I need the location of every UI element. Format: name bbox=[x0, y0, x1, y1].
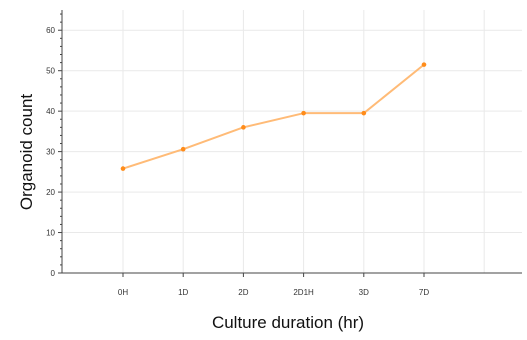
data-point bbox=[241, 125, 246, 130]
axes bbox=[61, 10, 522, 274]
x-axis-title: Culture duration (hr) bbox=[212, 313, 364, 332]
series bbox=[120, 62, 427, 171]
y-tick-label: 60 bbox=[46, 26, 55, 35]
data-point bbox=[361, 110, 367, 116]
y-tick-label: 50 bbox=[46, 67, 55, 76]
y-ticks: 0 10 20 30 40 50 60 bbox=[46, 13, 62, 278]
x-tick-label: 0H bbox=[118, 288, 128, 297]
y-tick-label: 30 bbox=[46, 148, 55, 157]
x-tick-label: 2D1H bbox=[293, 288, 314, 297]
y-tick-label: 0 bbox=[51, 269, 56, 278]
x-tick-label: 7D bbox=[419, 288, 429, 297]
y-tick-label: 20 bbox=[46, 188, 55, 197]
grid bbox=[62, 10, 522, 273]
x-ticks: 0H 1D 2D 2D1H 3D 7D bbox=[118, 273, 429, 297]
series-line bbox=[122, 63, 425, 170]
data-point bbox=[180, 146, 186, 152]
x-tick-label: 2D bbox=[238, 288, 248, 297]
x-tick-label: 3D bbox=[359, 288, 369, 297]
data-point bbox=[120, 166, 126, 171]
y-tick-label: 40 bbox=[46, 107, 55, 116]
x-tick-label: 1D bbox=[178, 288, 188, 297]
y-axis-title: Organoid count bbox=[17, 94, 36, 211]
y-tick-label: 10 bbox=[46, 229, 55, 238]
data-point bbox=[421, 62, 427, 67]
data-point bbox=[301, 110, 306, 116]
